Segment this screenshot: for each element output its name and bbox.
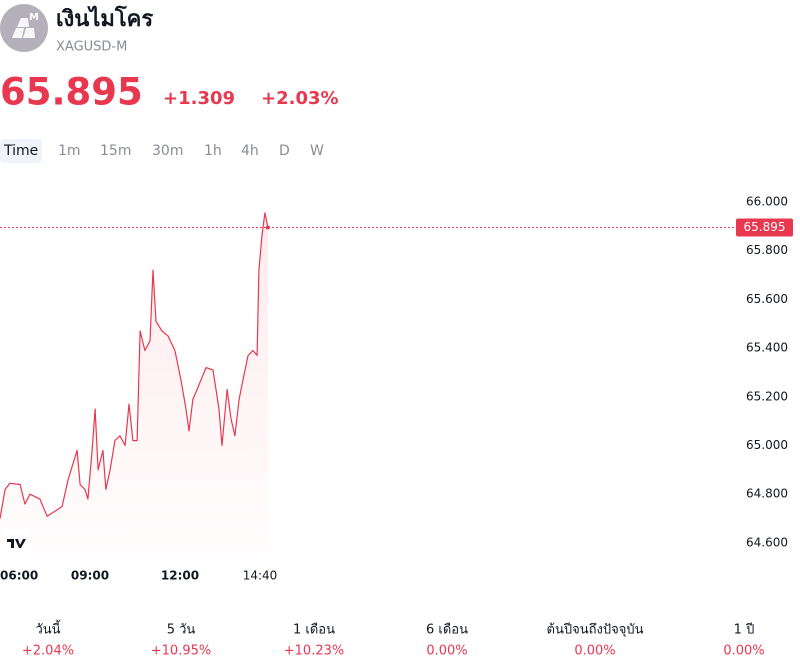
timeframe-button[interactable]: D	[279, 143, 290, 159]
x-tick-label: 12:00	[161, 569, 199, 583]
last-point	[265, 225, 270, 230]
y-tick-label: 65.200	[746, 389, 788, 403]
y-tick-label: 64.800	[746, 487, 788, 501]
symbol-title: เงินไมโคร	[56, 5, 153, 32]
timeframe-button[interactable]: 1h	[204, 143, 222, 159]
timeframe-button[interactable]: 15m	[100, 143, 131, 159]
performance-period[interactable]: 1 ปี	[734, 622, 755, 638]
icon-bars	[12, 18, 35, 38]
logo-bg	[2, 530, 30, 556]
timeframe-button[interactable]: 30m	[152, 143, 183, 159]
tv-logo	[2, 530, 30, 556]
y-tick-label: 65.600	[746, 292, 788, 306]
performance-value: +2.04%	[22, 644, 74, 659]
timeframe-bar: Time 1m 15m 30m 1h 4h D W	[0, 139, 324, 163]
performance-value: +10.95%	[151, 644, 211, 659]
price-line	[0, 212, 269, 519]
performance-value: 0.00%	[426, 644, 467, 659]
timeframe-button[interactable]: 4h	[241, 143, 259, 159]
performance-period[interactable]: ต้นปีจนถึงปัจจุบัน	[547, 622, 644, 638]
symbol-icon: M	[0, 4, 48, 52]
area-fill	[0, 212, 268, 560]
timeframe-button[interactable]: 1m	[58, 143, 81, 159]
performance-value: 0.00%	[574, 644, 615, 659]
timeframe-button[interactable]: W	[310, 143, 324, 159]
logo-mark	[7, 539, 26, 548]
chart: 64.600 64.800 65.000 65.200 65.400 65.600 65.8…	[0, 194, 793, 583]
price-change-percent: +2.03%	[261, 88, 339, 109]
price-change: +1.309	[163, 88, 235, 109]
timeframe-selected-bg	[0, 139, 42, 163]
last-price: 65.895	[0, 71, 143, 114]
y-tick-label: 66.000	[746, 194, 788, 208]
timeframe-button[interactable]: Time	[3, 143, 38, 159]
y-tick-label: 65.000	[746, 438, 788, 452]
symbol-code: XAGUSD-M	[56, 40, 127, 55]
last-price-tag	[736, 218, 793, 237]
performance-period[interactable]: วันนี้	[35, 620, 61, 638]
y-tick-label: 65.800	[746, 243, 788, 257]
performance-row: วันนี้ +2.04% 5 วัน +10.95% 1 เดือน +10.23% 6 …	[22, 620, 765, 659]
performance-period[interactable]: 1 เดือน	[293, 622, 335, 638]
icon-badge: M	[29, 12, 39, 23]
y-tick-label: 64.600	[746, 535, 788, 549]
performance-value: 0.00%	[723, 644, 764, 659]
performance-period[interactable]: 6 เดือน	[426, 622, 468, 638]
x-tick-label: 14:40	[243, 569, 278, 583]
performance-value: +10.23%	[284, 644, 344, 659]
y-tick-label: 65.400	[746, 341, 788, 355]
last-price-tag-label: 65.895	[744, 220, 786, 234]
x-tick-label: 06:00	[0, 569, 38, 583]
performance-period[interactable]: 5 วัน	[167, 623, 196, 638]
x-tick-label: 09:00	[71, 569, 109, 583]
